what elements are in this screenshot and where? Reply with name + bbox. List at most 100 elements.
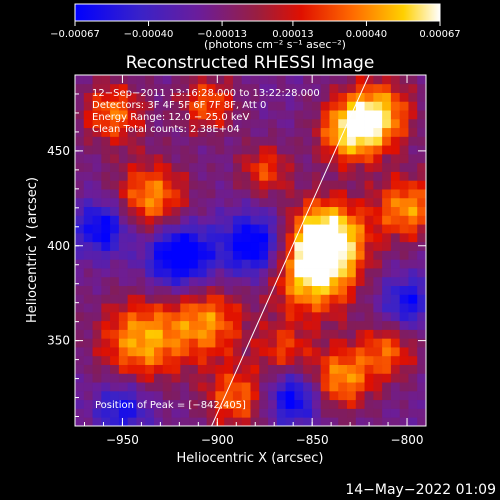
heatmap-cell <box>373 197 383 208</box>
heatmap-cell <box>101 276 111 286</box>
heatmap-cell <box>285 347 295 357</box>
heatmap-cell <box>382 250 392 260</box>
heatmap-cell <box>75 224 85 234</box>
heatmap-cell <box>171 153 181 164</box>
heatmap-cell <box>303 355 313 365</box>
heatmap-cell <box>171 189 181 199</box>
heatmap-cell <box>241 101 251 111</box>
heatmap-cell <box>189 180 199 190</box>
heatmap-cell <box>224 118 234 129</box>
heatmap-cell <box>338 373 348 383</box>
heatmap-cell <box>162 189 172 199</box>
heatmap-cell <box>224 408 234 418</box>
heatmap-cell <box>408 92 418 102</box>
heatmap-cell <box>320 101 330 111</box>
heatmap-cell <box>153 136 164 146</box>
heatmap-cell <box>347 276 357 286</box>
heatmap-cell <box>417 232 426 243</box>
heatmap-cell <box>417 189 426 199</box>
heatmap-cell <box>110 268 120 278</box>
heatmap-cell <box>382 75 392 85</box>
heatmap-cell <box>347 101 357 111</box>
heatmap-cell <box>197 101 208 111</box>
heatmap-cell <box>83 145 93 155</box>
heatmap-cell <box>224 355 234 365</box>
heatmap-cell <box>162 197 172 208</box>
heatmap-cell <box>224 390 234 401</box>
heatmap-cell <box>285 320 295 330</box>
heatmap-cell <box>408 250 418 260</box>
heatmap-cell <box>153 355 164 365</box>
heatmap-cell <box>250 118 260 129</box>
info-line: Energy Range: 12.0 − 25.0 keV <box>92 112 249 123</box>
heatmap-cell <box>189 101 199 111</box>
heatmap-cell <box>276 303 287 313</box>
heatmap-cell <box>75 347 85 357</box>
heatmap-cell <box>259 276 269 286</box>
heatmap-cell <box>320 197 330 208</box>
heatmap-cell <box>329 347 339 357</box>
heatmap-cell <box>101 180 111 190</box>
heatmap-cell <box>189 206 199 216</box>
heatmap-cell <box>197 206 208 216</box>
heatmap-cell <box>347 180 357 190</box>
heatmap-cell <box>399 162 409 172</box>
heatmap-cell <box>180 83 190 93</box>
heatmap-cell <box>347 241 357 251</box>
heatmap-cell <box>232 92 243 102</box>
heatmap-cell <box>320 338 330 348</box>
heatmap-cell <box>294 355 304 365</box>
heatmap-cell <box>197 224 208 234</box>
heatmap-cell <box>145 75 155 85</box>
heatmap-cell <box>189 224 199 234</box>
heatmap-cell <box>110 241 120 251</box>
heatmap-cell <box>276 390 287 401</box>
heatmap-cell <box>101 92 111 102</box>
heatmap-cell <box>224 136 234 146</box>
heatmap-cell <box>408 224 418 234</box>
heatmap-cell <box>382 408 392 418</box>
heatmap-cell <box>338 364 348 374</box>
heatmap-cell <box>241 145 251 155</box>
heatmap-cell <box>303 285 313 295</box>
heatmap-cell <box>268 153 278 164</box>
heatmap-cell <box>285 285 295 295</box>
heatmap-cell <box>382 171 392 181</box>
heatmap-cell <box>171 347 181 357</box>
heatmap-cell <box>232 382 243 392</box>
heatmap-cell <box>189 294 199 304</box>
heatmap-cell <box>390 329 401 339</box>
heatmap-cell <box>136 118 146 129</box>
heatmap-cell <box>329 303 339 313</box>
heatmap-cell <box>232 373 243 383</box>
heatmap-cell <box>311 162 322 172</box>
heatmap-cell <box>206 197 216 208</box>
heatmap-cell <box>364 136 374 146</box>
heatmap-cell <box>408 347 418 357</box>
heatmap-cell <box>171 276 181 286</box>
heatmap-cell <box>232 171 243 181</box>
heatmap-cell <box>92 276 102 286</box>
heatmap-cell <box>259 75 269 85</box>
heatmap-cell <box>145 92 155 102</box>
heatmap-cell <box>136 347 146 357</box>
heatmap-cell <box>399 417 409 426</box>
heatmap-cell <box>382 303 392 313</box>
heatmap-cell <box>162 75 172 85</box>
heatmap-cell <box>250 197 260 208</box>
heatmap-cell <box>338 136 348 146</box>
heatmap-cell <box>390 259 401 269</box>
heatmap-cell <box>303 390 313 401</box>
heatmap-cell <box>399 180 409 190</box>
heatmap-cell <box>206 259 216 269</box>
heatmap-cell <box>399 224 409 234</box>
heatmap-cell <box>224 364 234 374</box>
heatmap-cell <box>294 320 304 330</box>
heatmap-cell <box>338 259 348 269</box>
heatmap-cell <box>110 303 120 313</box>
heatmap-cell <box>373 285 383 295</box>
heatmap-cell <box>241 408 251 418</box>
heatmap-cell <box>417 118 426 129</box>
heatmap-cell <box>268 118 278 129</box>
heatmap-cell <box>390 92 401 102</box>
